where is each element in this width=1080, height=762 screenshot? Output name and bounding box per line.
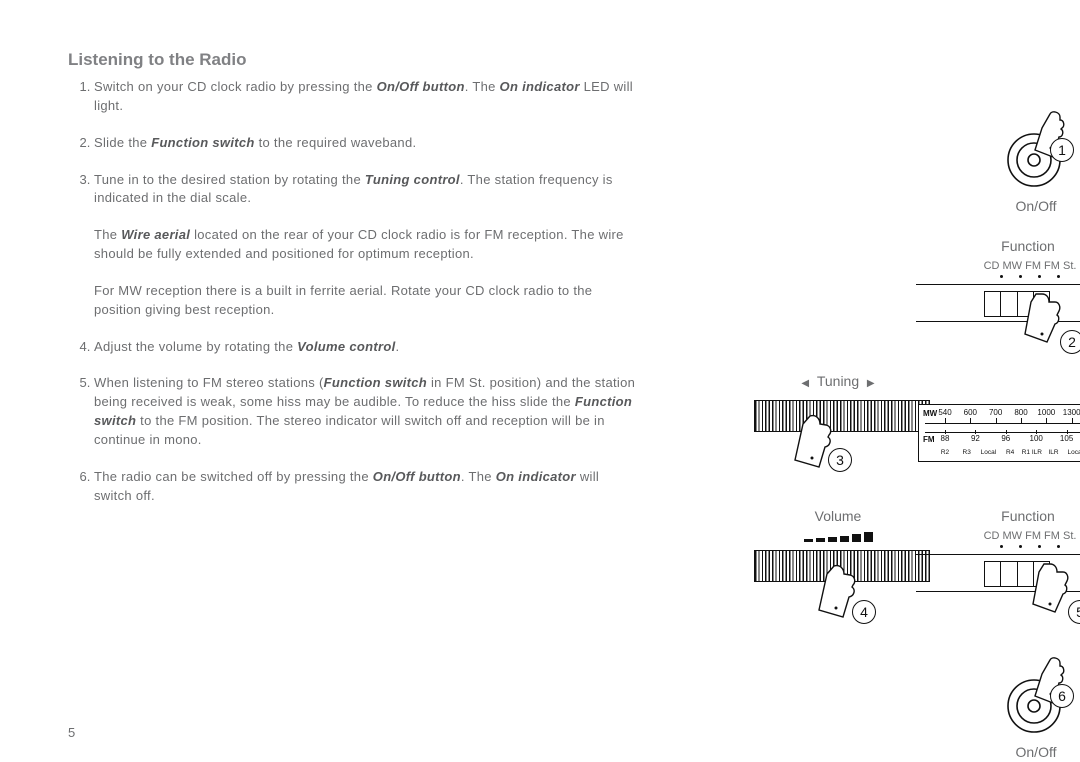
- onoff-label-2: On/Off: [1006, 744, 1066, 760]
- switch-positions-1: CD MW FM FM St.: [970, 260, 1080, 272]
- step: When listening to FM stereo stations (Fu…: [94, 374, 636, 449]
- callout-4: 4: [852, 600, 876, 624]
- step: Switch on your CD clock radio by pressin…: [94, 78, 636, 116]
- function-label-2: Function: [968, 508, 1080, 524]
- dial-scale-icon: MW kHz FM MHz 540600700800100013001600 8…: [918, 404, 1080, 462]
- switch-positions-2: CD MW FM FM St.: [970, 530, 1080, 542]
- volume-label: Volume: [778, 508, 898, 524]
- illustration-column: 1 On/Off Function CD MW FM FM St. 2 ◀ Tu…: [748, 108, 1080, 748]
- section-title: Listening to the Radio: [68, 50, 1040, 70]
- callout-3: 3: [828, 448, 852, 472]
- step: The radio can be switched off by pressin…: [94, 468, 636, 506]
- onoff-label-1: On/Off: [1006, 198, 1066, 214]
- page-number: 5: [68, 725, 75, 740]
- volume-steps-icon: [804, 532, 873, 542]
- tuning-label: ◀ Tuning ▶: [768, 373, 908, 389]
- step: Tune in to the desired station by rotati…: [94, 171, 636, 320]
- step: Adjust the volume by rotating the Volume…: [94, 338, 636, 357]
- callout-6: 6: [1050, 684, 1074, 708]
- callout-2: 2: [1060, 330, 1080, 354]
- instructions: Switch on your CD clock radio by pressin…: [68, 78, 636, 506]
- callout-1: 1: [1050, 138, 1074, 162]
- step: Slide the Function switch to the require…: [94, 134, 636, 153]
- function-label-1: Function: [968, 238, 1080, 254]
